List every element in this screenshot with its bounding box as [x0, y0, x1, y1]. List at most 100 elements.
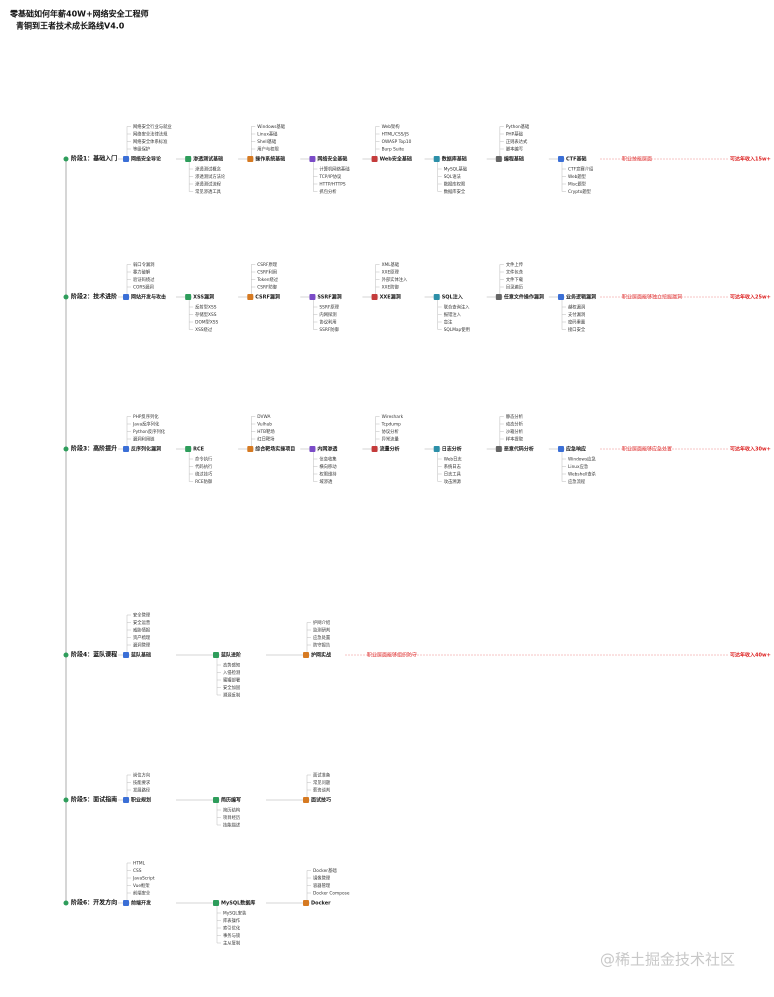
node-label: 护网实战 — [311, 652, 331, 659]
leaf-label: 事务与锁 — [223, 932, 241, 939]
node-bg — [220, 796, 266, 804]
stage-label: 阶段6：开发方向 — [71, 899, 117, 907]
leaf-label: 应急处置 — [313, 634, 331, 641]
leaf-label: DVWA — [257, 414, 270, 420]
node-bg — [130, 293, 176, 301]
node-icon — [433, 446, 440, 452]
leaf-label: 静态分析 — [506, 413, 524, 420]
node-icon — [247, 294, 254, 300]
leaf-label: 样本提取 — [506, 436, 524, 443]
leaf-label: Linux应急 — [568, 463, 589, 470]
leaf-label: 支付漏洞 — [568, 311, 585, 318]
leaf-label: 安全管理 — [133, 612, 151, 619]
leaf-label: SQLMap使用 — [444, 326, 470, 333]
leaf-label: 权限维持 — [319, 471, 337, 478]
node-bg — [316, 445, 363, 453]
leaf-label: XML基础 — [382, 261, 400, 268]
goal: 职业层面能够组织防守 — [367, 652, 417, 659]
leaf-label: 文件包含 — [506, 269, 524, 276]
node-bg — [130, 899, 176, 907]
node-label: 任意文件操作漏洞 — [503, 294, 544, 301]
leaf-label: 目录遍历 — [506, 284, 524, 291]
node-label: 内网渗透 — [317, 446, 338, 453]
leaf-label: 网络安全体系标准 — [133, 138, 168, 145]
leaf-label: Python基础 — [506, 123, 530, 130]
leaf-label: 攻击溯源 — [444, 478, 462, 485]
subtitle: 青铜到王者技术成长路线V4.0 — [16, 21, 125, 31]
node-label: 恶意代码分析 — [504, 446, 534, 453]
leaf-label: 简历结构 — [223, 807, 241, 814]
leaf-label: 验证码绕过 — [133, 276, 155, 283]
leaf-label: 信息收集 — [319, 456, 337, 463]
node-label: 网络安全导论 — [131, 156, 162, 163]
node-icon — [123, 156, 129, 162]
leaf-label: 密码重置 — [568, 319, 586, 326]
leaf-label: PHP反序列化 — [133, 413, 159, 420]
node-bg — [310, 796, 356, 804]
leaf-label: 漏洞利用链 — [133, 436, 155, 443]
stage-dot — [63, 294, 69, 300]
leaf-label: 协议利用 — [319, 319, 336, 326]
stage-dot — [63, 446, 69, 452]
leaf-label: 渗透测试方法论 — [195, 173, 226, 180]
leaf-label: Windows应急 — [568, 456, 596, 463]
leaf-label: MySQL安装 — [223, 910, 247, 917]
leaf-label: Web题型 — [568, 173, 587, 180]
leaf-label: HTTP/HTTPS — [319, 182, 345, 188]
stage-dot — [63, 652, 69, 658]
node-bg — [192, 445, 239, 453]
leaf-label: 漏洞管理 — [133, 642, 151, 649]
leaf-label: 数据库安全 — [444, 188, 466, 195]
node-bg — [254, 155, 301, 163]
node-label: 面试技巧 — [311, 797, 331, 804]
leaf-label: 盲注 — [444, 319, 453, 326]
node-icon — [558, 446, 564, 452]
leaf-label: 内网探测 — [319, 311, 336, 318]
node-bg — [378, 155, 425, 163]
node-bg — [130, 796, 176, 804]
node-bg — [502, 445, 549, 453]
leaf-label: 入侵检测 — [223, 669, 240, 676]
leaf-label: CSRF原理 — [257, 262, 277, 268]
node-label: 网站开发与攻击 — [131, 294, 166, 301]
node-label: 简历编写 — [221, 797, 241, 804]
node-label: 业务逻辑漏洞 — [566, 294, 596, 301]
node-icon — [123, 900, 129, 906]
leaf-label: 前端安全 — [133, 890, 151, 897]
leaf-label: CSRF利用 — [257, 269, 277, 276]
leaf-label: 接口安全 — [568, 326, 586, 333]
leaf-label: 数据库权限 — [444, 181, 466, 188]
salary: 可达年收入25w+ — [730, 294, 771, 301]
leaf-label: 面试准备 — [313, 772, 331, 779]
leaf-label: 弱口令漏洞 — [133, 261, 154, 268]
node-label: SQL注入 — [442, 294, 463, 301]
node-bg — [310, 899, 356, 907]
salary: 可达年收入15w+ — [730, 156, 771, 163]
leaf-label: 技能要求 — [133, 779, 151, 786]
node-icon — [495, 294, 502, 300]
leaf-label: 协议分析 — [382, 428, 400, 435]
leaf-label: Web日志 — [444, 456, 463, 463]
leaf-label: 容器管理 — [313, 882, 331, 889]
leaf-label: 主从复制 — [223, 940, 240, 947]
node-label: 操作系统基础 — [255, 156, 285, 163]
leaf-label: 文件上传 — [506, 261, 524, 268]
node-icon — [213, 652, 219, 658]
node-bg — [254, 293, 301, 301]
leaf-label: Burp Suite — [382, 147, 405, 153]
leaf-label: Python反序列化 — [133, 428, 166, 435]
salary: 可达年收入40w+ — [730, 652, 771, 659]
leaf-label: OWASP Top10 — [382, 139, 412, 145]
node-icon — [185, 446, 192, 452]
node-label: 日志分析 — [442, 446, 462, 453]
node-icon — [558, 294, 564, 300]
node-label: MySQL数据库 — [221, 900, 255, 907]
watermark: @稀土掘金技术社区 — [600, 951, 735, 969]
stage-label: 阶段1：基础入门 — [71, 155, 117, 163]
leaf-label: 安全运营 — [133, 619, 151, 626]
leaf-label: 暴力破解 — [133, 269, 151, 276]
leaf-label: 索引优化 — [223, 925, 241, 932]
node-bg — [502, 155, 549, 163]
leaf-label: 域渗透 — [319, 478, 333, 485]
